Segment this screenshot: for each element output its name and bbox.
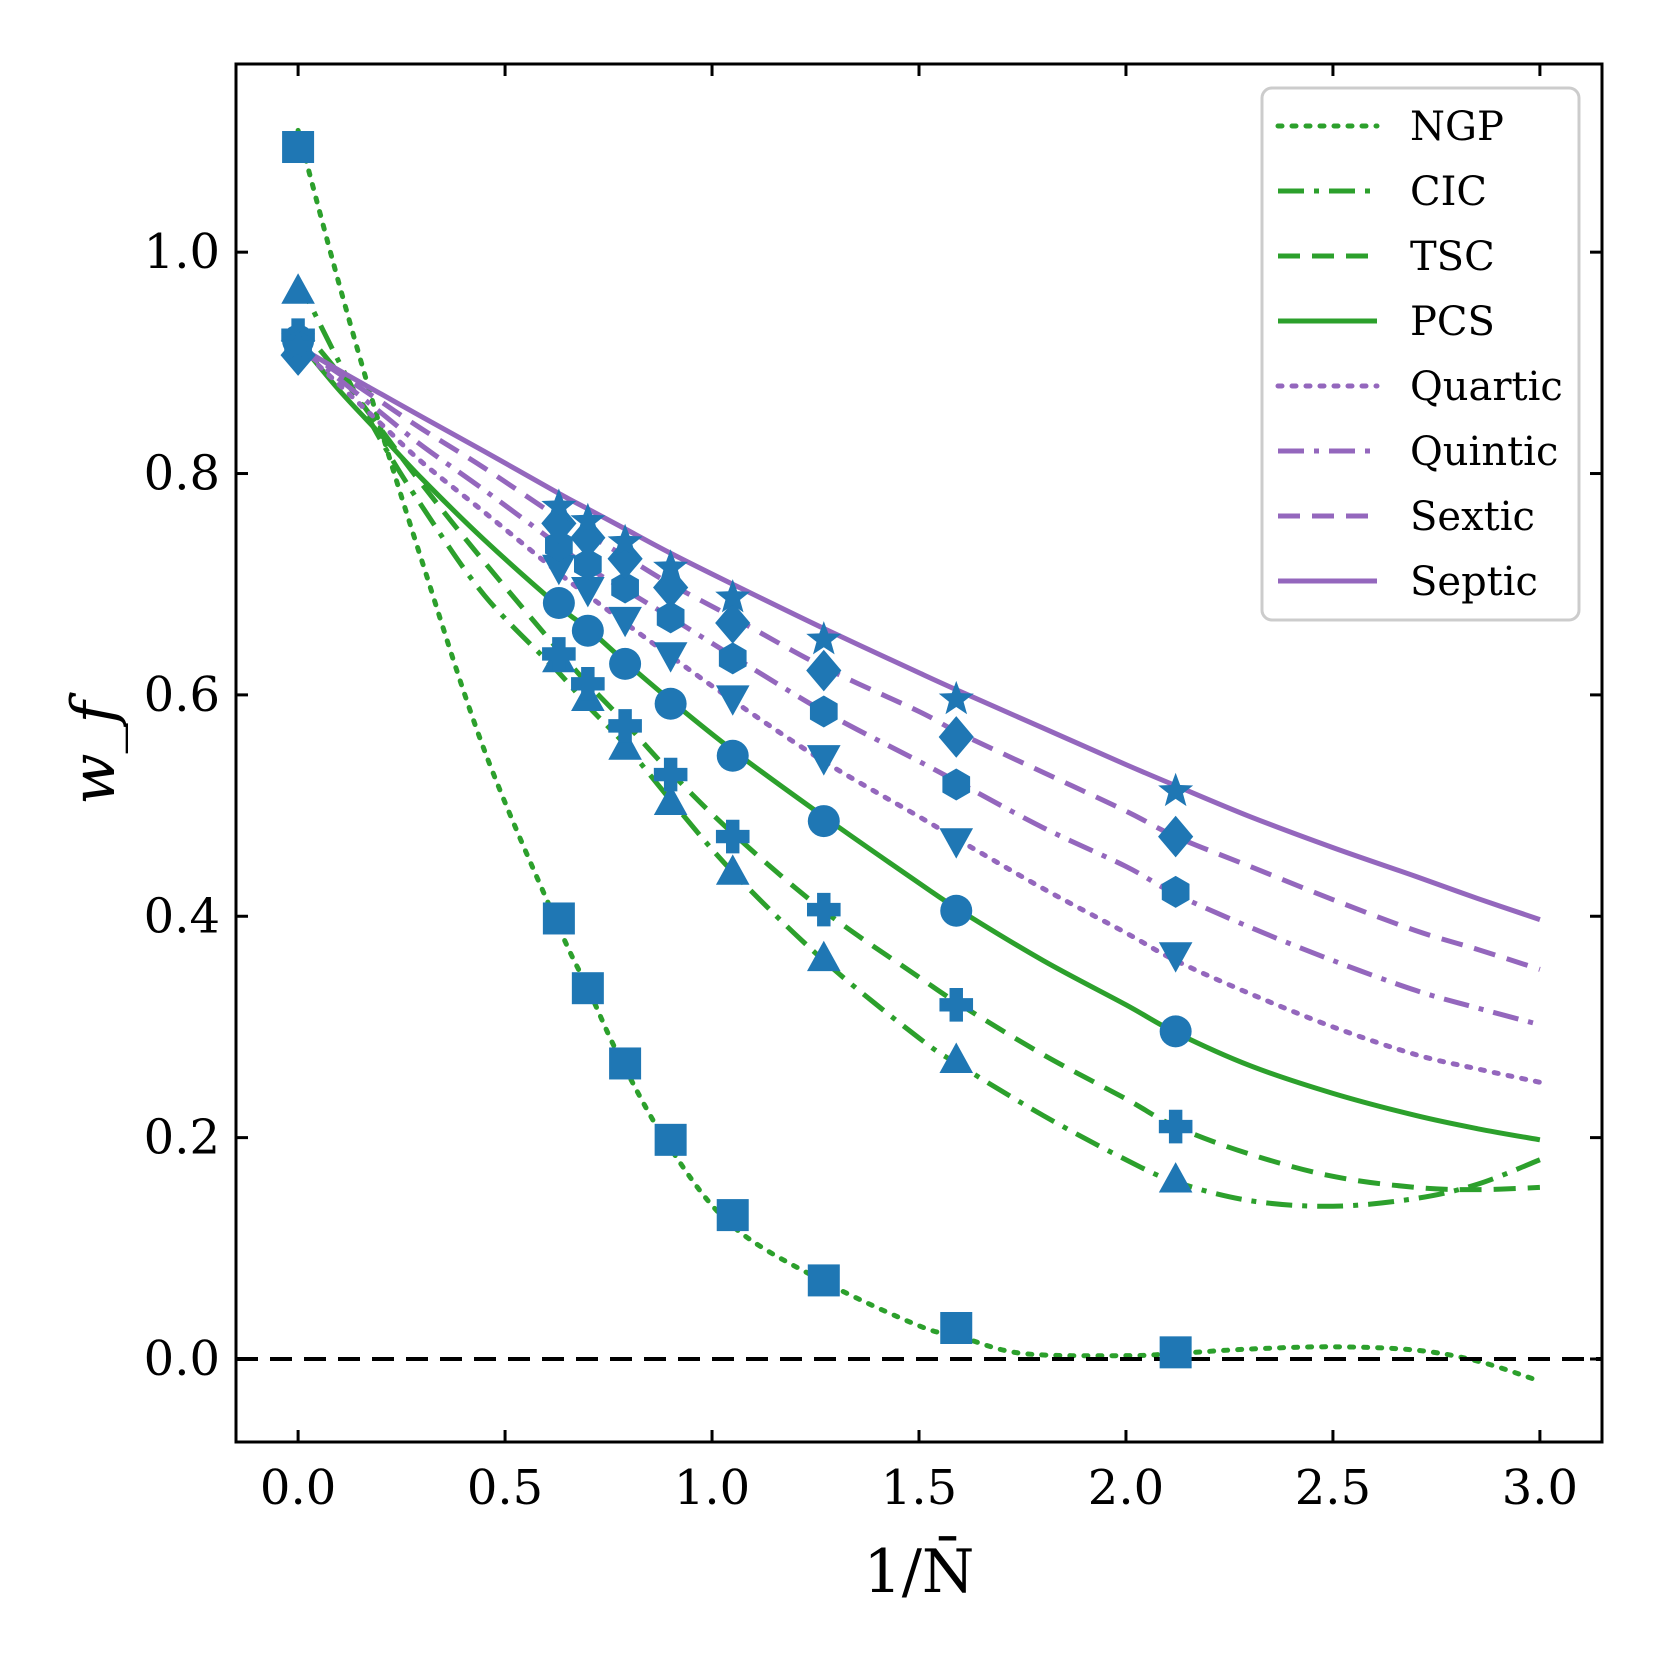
legend-box — [1260, 86, 1581, 622]
y-tick-label: 0.0 — [144, 1331, 220, 1387]
data-point-pcs — [1159, 1015, 1192, 1048]
y-tick-label: 0.4 — [144, 888, 220, 944]
data-point-cic — [608, 729, 642, 760]
data-point-quintic — [942, 768, 971, 801]
curve-ngp — [295, 127, 1543, 1384]
data-point-quartic — [542, 554, 576, 586]
data-point-quintic — [809, 695, 838, 728]
curve-quintic — [296, 344, 1541, 1028]
x-tick-label: 3.0 — [1502, 1460, 1578, 1516]
x-tick-label: 0.5 — [467, 1460, 543, 1516]
data-point-tsc — [939, 988, 974, 1022]
data-point-sextic — [1158, 815, 1194, 858]
data-point-cic — [653, 784, 688, 816]
x-tick-label: 2.0 — [1088, 1460, 1164, 1516]
curve-septic — [296, 344, 1541, 922]
markers-layer — [280, 131, 1194, 1369]
data-point-pcs — [940, 894, 973, 927]
data-point-tsc — [653, 757, 688, 792]
data-point-quintic — [611, 571, 639, 604]
legend-label-tsc: TSC — [1410, 234, 1495, 280]
y-tick-label: 0.2 — [144, 1110, 220, 1166]
data-point-ngp — [609, 1047, 642, 1080]
data-point-septic — [280, 327, 316, 362]
data-point-ngp — [1159, 1336, 1192, 1369]
data-point-pcs — [654, 687, 687, 720]
data-point-ngp — [940, 1311, 973, 1344]
legend: NGP CIC TSC PCS Quartic Quintic Sextic Septic — [1260, 86, 1581, 622]
legend-label-septic: Septic — [1410, 559, 1538, 605]
data-point-ngp — [282, 131, 315, 164]
data-point-sextic — [607, 537, 643, 580]
data-point-quintic — [718, 642, 747, 675]
data-point-quintic — [1161, 875, 1190, 908]
x-tick-label: 1.5 — [881, 1460, 957, 1516]
data-point-pcs — [807, 805, 840, 838]
data-point-cic — [1158, 1162, 1193, 1193]
data-point-sextic — [938, 716, 974, 758]
x-axis-label: 1/N̄ — [864, 1536, 975, 1607]
data-point-sextic — [715, 602, 751, 644]
data-point-sextic — [541, 502, 577, 545]
data-point-septic — [570, 502, 606, 537]
data-point-sextic — [570, 516, 606, 559]
curve-sextic — [296, 344, 1541, 972]
data-point-tsc — [806, 892, 841, 927]
data-point-ngp — [542, 902, 575, 935]
data-point-cic — [281, 273, 315, 304]
data-point-pcs — [716, 739, 749, 772]
data-point-septic — [541, 488, 577, 522]
data-point-tsc — [608, 709, 642, 743]
legend-label-quintic: Quintic — [1410, 429, 1558, 475]
data-point-septic — [1158, 772, 1194, 807]
y-tick-label: 0.6 — [144, 667, 220, 723]
data-point-quintic — [656, 601, 685, 634]
data-point-tsc — [1158, 1109, 1193, 1144]
data-point-quartic — [1158, 942, 1193, 973]
data-point-ngp — [807, 1264, 840, 1297]
legend-label-cic: CIC — [1410, 169, 1487, 215]
data-point-quintic — [545, 529, 573, 562]
data-point-septic — [653, 549, 689, 583]
y-axis-label: w_f — [59, 691, 129, 804]
legend-label-sextic: Sextic — [1410, 494, 1535, 540]
legend-label-quartic: Quartic — [1410, 364, 1563, 410]
data-point-quartic — [939, 828, 974, 859]
data-point-quintic — [573, 548, 602, 581]
data-point-septic — [806, 621, 842, 655]
data-point-pcs — [571, 614, 604, 647]
data-point-ngp — [571, 972, 604, 1005]
x-tick-label: 1.0 — [674, 1460, 750, 1516]
data-point-quartic — [653, 642, 688, 673]
data-point-ngp — [716, 1199, 749, 1232]
data-point-quartic — [715, 685, 750, 716]
curve-cic — [295, 278, 1541, 1209]
data-point-cic — [715, 854, 750, 885]
data-point-quartic — [571, 576, 605, 608]
data-point-pcs — [542, 587, 575, 620]
x-tick-label: 0.0 — [260, 1460, 336, 1516]
data-point-quartic — [608, 606, 642, 638]
data-point-ngp — [654, 1123, 687, 1156]
data-point-quartic — [806, 745, 841, 776]
ticks-layer: 0.0 0.5 1.0 1.5 2.0 2.5 3.0 0.0 0.2 0.4 0.6 0.8 1.0 — [144, 64, 1602, 1516]
legend-label-pcs: PCS — [1410, 299, 1495, 345]
data-point-sextic — [280, 334, 316, 376]
data-point-tsc — [542, 637, 576, 671]
curve-quartic — [295, 343, 1543, 1085]
data-point-cic — [806, 940, 841, 972]
data-point-septic — [938, 680, 974, 715]
data-point-septic — [607, 523, 643, 558]
y-tick-label: 1.0 — [144, 224, 220, 280]
y-tick-label: 0.8 — [144, 446, 220, 502]
x-tick-label: 2.5 — [1295, 1460, 1371, 1516]
data-point-tsc — [571, 667, 605, 701]
data-point-tsc — [715, 819, 750, 854]
data-point-sextic — [806, 649, 842, 692]
legend-label-ngp: NGP — [1410, 104, 1504, 150]
data-point-cic — [939, 1042, 974, 1073]
data-point-septic — [715, 579, 751, 613]
data-point-pcs — [609, 647, 642, 680]
